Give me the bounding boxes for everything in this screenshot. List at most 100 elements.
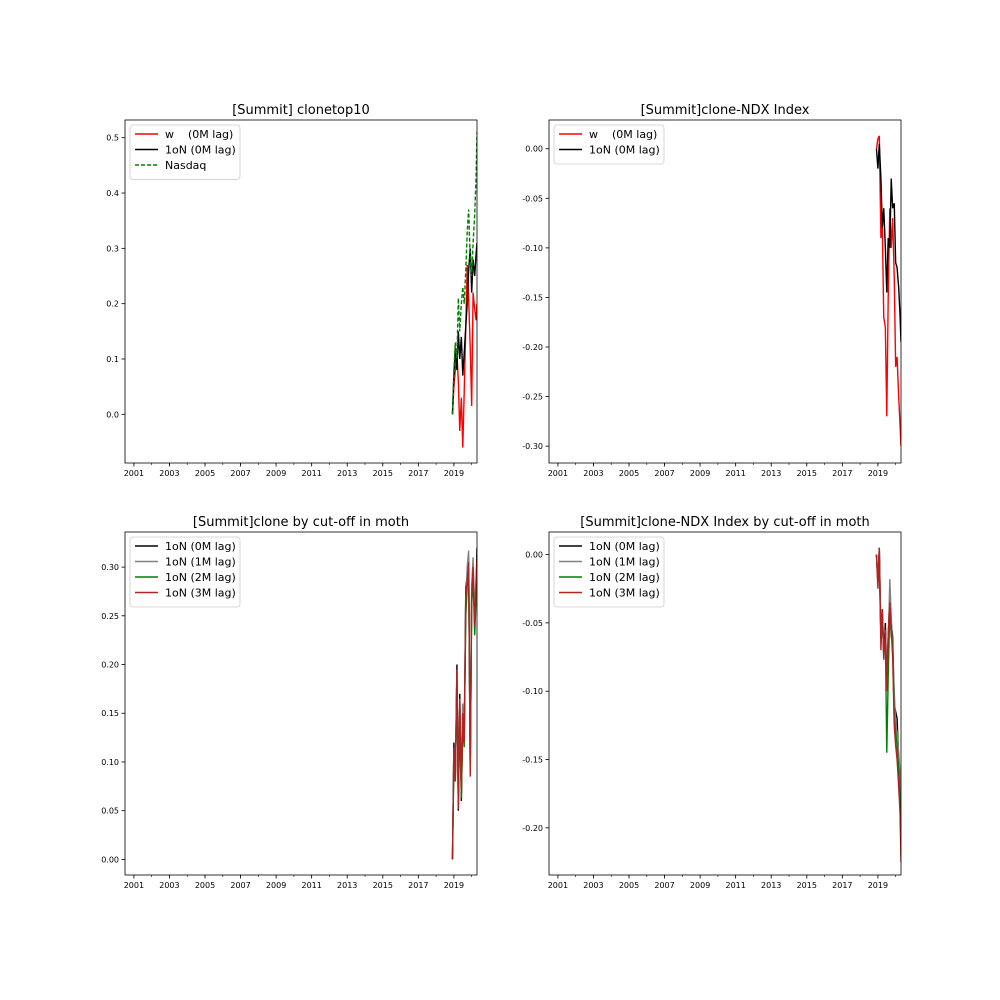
chart-3: [Summit]clone-NDX Index by cut-off in mo… — [522, 515, 902, 890]
x-tick-label: 2001 — [548, 881, 568, 890]
y-tick-label: 0.2 — [106, 300, 119, 309]
axes-frame — [548, 119, 902, 464]
chart-title: [Summit] clonetop10 — [232, 103, 370, 118]
y-tick-label: 0.1 — [106, 355, 119, 364]
legend-label: 1oN (1M lag) — [165, 556, 236, 569]
legend-label: 1oN (0M lag) — [165, 540, 236, 553]
x-tick-label: 2019 — [868, 881, 888, 890]
x-tick-label: 2005 — [619, 881, 639, 890]
x-tick-label: 2009 — [690, 469, 710, 478]
x-tick-label: 2007 — [654, 469, 674, 478]
x-tick-label: 2017 — [408, 881, 428, 890]
x-tick-label: 2019 — [444, 881, 464, 890]
x-tick-label: 2015 — [797, 881, 817, 890]
y-tick-label: -0.30 — [522, 442, 543, 451]
y-tick-label: 0.5 — [106, 134, 119, 143]
y-tick-label: 0.00 — [101, 855, 119, 864]
y-tick-label: 0.25 — [101, 612, 119, 621]
x-tick-label: 2009 — [266, 469, 286, 478]
y-tick-label: 0.10 — [101, 758, 119, 767]
axes-frame — [124, 531, 478, 876]
y-tick-label: -0.20 — [522, 343, 543, 352]
y-tick-label: 0.20 — [101, 661, 119, 670]
x-tick-label: 2013 — [761, 881, 781, 890]
x-tick-label: 2005 — [195, 881, 215, 890]
x-tick-label: 2013 — [337, 881, 357, 890]
series-line-2 — [451, 132, 477, 415]
x-tick-label: 2007 — [654, 881, 674, 890]
legend-label: w (0M lag) — [165, 128, 233, 141]
x-tick-label: 2017 — [832, 881, 852, 890]
x-tick-label: 2005 — [619, 469, 639, 478]
legend-label: 1oN (2M lag) — [589, 571, 660, 584]
x-tick-label: 2015 — [373, 881, 393, 890]
x-tick-label: 2015 — [797, 469, 817, 478]
x-tick-label: 2009 — [690, 881, 710, 890]
chart-2: [Summit]clone by cut-off in moth 2001 2003… — [101, 515, 478, 890]
x-tick-label: 2017 — [408, 469, 428, 478]
x-tick-label: 2019 — [868, 469, 888, 478]
x-tick-label: 2011 — [301, 469, 321, 478]
legend-box — [553, 536, 665, 608]
x-tick-label: 2013 — [337, 469, 357, 478]
legend-label: Nasdaq — [165, 159, 206, 172]
x-tick-label: 2019 — [444, 469, 464, 478]
chart-0: [Summit] clonetop10 2001 2003 2005 2007 2009 2… — [106, 103, 478, 478]
x-tick-label: 2007 — [230, 881, 250, 890]
legend-label: 1oN (0M lag) — [165, 144, 236, 157]
x-tick-label: 2001 — [124, 469, 144, 478]
y-tick-label: -0.10 — [522, 687, 543, 696]
y-tick-label: 0.4 — [106, 189, 119, 198]
y-tick-label: 0.00 — [525, 551, 543, 560]
y-tick-label: 0.15 — [101, 709, 119, 718]
legend-label: 1oN (2M lag) — [165, 571, 236, 584]
x-tick-label: 2003 — [159, 881, 179, 890]
x-tick-label: 2003 — [583, 881, 603, 890]
x-tick-label: 2005 — [195, 469, 215, 478]
series-line-0 — [875, 135, 901, 447]
y-tick-label: -0.05 — [522, 619, 543, 628]
x-tick-label: 2001 — [548, 469, 568, 478]
legend-label: 1oN (3M lag) — [165, 587, 236, 600]
legend: 1oN (0M lag) 1oN (1M lag) 1oN (2M lag) 1oN … — [129, 536, 241, 608]
legend-box — [553, 124, 665, 165]
y-tick-label: 0.00 — [525, 145, 543, 154]
legend-box — [129, 124, 241, 180]
series-line-1 — [451, 242, 477, 415]
axes-frame — [124, 119, 478, 464]
series-line-1 — [875, 143, 901, 343]
legend-label: w (0M lag) — [589, 128, 657, 141]
series-line-3 — [451, 557, 477, 860]
legend-label: 1oN (3M lag) — [589, 587, 660, 600]
x-tick-label: 2013 — [761, 469, 781, 478]
y-tick-label: -0.15 — [522, 756, 543, 765]
x-tick-label: 2003 — [159, 469, 179, 478]
chart-title: [Summit]clone-NDX Index — [641, 103, 810, 118]
y-tick-label: 0.05 — [101, 807, 119, 816]
y-tick-label: 0.30 — [101, 563, 119, 572]
chart-1: [Summit]clone-NDX Index 2001 2003 2005 2007 2… — [522, 103, 902, 478]
legend: w (0M lag) 1oN (0M lag) Nasdaq — [129, 124, 241, 180]
legend: w (0M lag) 1oN (0M lag) — [553, 124, 665, 165]
y-tick-label: -0.20 — [522, 824, 543, 833]
y-tick-label: 0.0 — [106, 410, 119, 419]
legend-label: 1oN (0M lag) — [589, 540, 660, 553]
x-tick-label: 2007 — [230, 469, 250, 478]
y-tick-label: 0.3 — [106, 244, 119, 253]
x-tick-label: 2015 — [373, 469, 393, 478]
y-tick-label: -0.05 — [522, 194, 543, 203]
x-tick-label: 2017 — [832, 469, 852, 478]
axes-frame — [548, 531, 902, 876]
x-tick-label: 2001 — [124, 881, 144, 890]
x-tick-label: 2011 — [725, 881, 745, 890]
x-tick-label: 2011 — [725, 469, 745, 478]
legend: 1oN (0M lag) 1oN (1M lag) 1oN (2M lag) 1oN … — [553, 536, 665, 608]
legend-label: 1oN (1M lag) — [589, 556, 660, 569]
y-tick-label: -0.10 — [522, 244, 543, 253]
x-tick-label: 2011 — [301, 881, 321, 890]
x-tick-label: 2003 — [583, 469, 603, 478]
chart-title: [Summit]clone by cut-off in moth — [193, 515, 409, 530]
legend-box — [129, 536, 241, 608]
y-tick-label: -0.15 — [522, 293, 543, 302]
